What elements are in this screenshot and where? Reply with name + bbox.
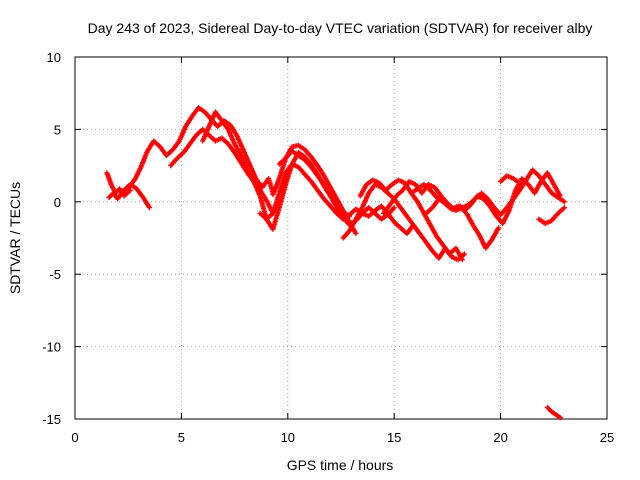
chart-title: Day 243 of 2023, Sidereal Day-to-day VTE… (88, 20, 593, 36)
x-tick-label: 5 (178, 430, 185, 445)
y-tick-label: 0 (54, 195, 61, 210)
x-tick-label: 20 (493, 430, 507, 445)
data-point (495, 225, 502, 231)
x-axis-label: GPS time / hours (287, 457, 394, 473)
x-tick-label: 0 (71, 430, 78, 445)
data-point (561, 204, 568, 211)
x-tick-label: 10 (281, 430, 295, 445)
data-point (459, 257, 465, 263)
data-point (561, 199, 568, 205)
y-tick-labels: -15 -10 -5 0 5 10 (42, 50, 61, 427)
data-points (104, 105, 568, 421)
y-tick-label: -5 (49, 267, 61, 282)
data-point (461, 251, 468, 257)
x-tick-labels: 0 5 10 15 20 25 (71, 430, 614, 445)
y-tick-label: -10 (42, 340, 61, 355)
plot-frame (74, 56, 608, 420)
data-point (146, 204, 153, 211)
data-point (353, 231, 359, 237)
grid-lines (75, 57, 607, 419)
x-tick-label: 15 (387, 430, 401, 445)
x-tick-label: 25 (600, 430, 614, 445)
y-axis-label: SDTVAR / TECUs (7, 182, 23, 294)
data-point (557, 414, 563, 421)
data-point (127, 187, 133, 193)
y-tick-label: 5 (54, 122, 61, 137)
axis-ticks (74, 56, 608, 420)
y-tick-label: 10 (47, 50, 61, 65)
y-tick-label: -15 (42, 412, 61, 427)
data-point (391, 204, 397, 211)
